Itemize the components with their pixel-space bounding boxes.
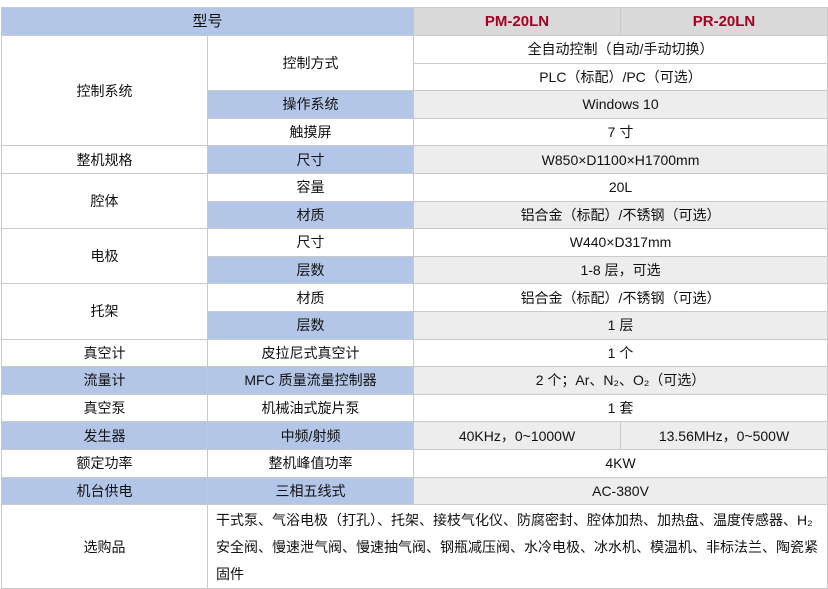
row-value: Windows 10 [413, 90, 828, 119]
row-value: 铝合金（标配）/不锈钢（可选） [413, 200, 828, 230]
row-value: 40KHz，0~1000W [413, 421, 622, 450]
row-item-label: 材质 [206, 200, 415, 230]
row-value: 全自动控制（自动/手动切换） [413, 35, 828, 64]
row-item-label: 容量 [206, 172, 415, 202]
row-value: PLC（标配）/PC（可选） [413, 62, 828, 92]
options-label: 选购品 [1, 504, 208, 589]
table-row: 控制系统 控制方式 全自动控制（自动/手动切换） [1, 34, 828, 147]
row-value: 1 个 [413, 338, 828, 368]
row-value: 4KW [413, 448, 828, 478]
table-row: 发生器 中频/射频 40KHz，0~1000W 13.56MHz，0~500W [1, 421, 828, 450]
table-row: 材质 铝合金（标配）/不锈钢（可选） [2, 200, 828, 230]
row-value: 1 套 [413, 393, 828, 423]
spec-table: 型号 PM-20LN PR-20LN 控制系统 控制方式 全自动控制（自动/手动切换… [0, 7, 828, 589]
table-row: 真空计 皮拉尼式真空计 1 个 [1, 338, 828, 368]
table-row: 触摸屏 7 寸 [2, 117, 828, 147]
row-item-label: 机械油式旋片泵 [206, 393, 415, 423]
row-group-label: 真空泵 [1, 393, 208, 423]
table-row: 腔体 容量 20L [1, 172, 828, 230]
row-item-label: 层数 [206, 310, 415, 340]
table-row: PLC（标配）/PC（可选） [2, 62, 828, 92]
row-value: 1 层 [413, 310, 828, 340]
row-group-label: 控制系统 [1, 34, 208, 147]
table-row: 整机规格 尺寸 W850×D1100×H1700mm [1, 145, 828, 174]
header-row: 型号 PM-20LN PR-20LN [0, 7, 828, 36]
row-item-label: 尺寸 [206, 145, 415, 174]
table-row: 层数 1-8 层，可选 [2, 255, 828, 285]
model-pr-20ln: PR-20LN [620, 7, 828, 36]
model-pm-20ln: PM-20LN [413, 7, 622, 36]
row-value: 13.56MHz，0~500W [620, 421, 828, 450]
row-item-label: 三相五线式 [206, 476, 415, 506]
row-value: AC-380V [413, 476, 828, 506]
table-row: 真空泵 机械油式旋片泵 1 套 [1, 393, 828, 423]
row-group-label: 真空计 [1, 338, 208, 368]
row-item-label: 控制方式 [206, 34, 415, 92]
row-group-label: 发生器 [1, 421, 208, 450]
row-group-label: 机台供电 [1, 476, 208, 506]
row-item-label: 尺寸 [206, 228, 415, 257]
row-group-label: 流量计 [1, 366, 208, 395]
row-value: 20L [413, 172, 828, 202]
table-row: 操作系统 Windows 10 [2, 90, 828, 119]
options-row: 选购品 干式泵、气浴电极（打孔）、托架、接枝气化仪、防腐密封、腔体加热、加热盘、温… [1, 504, 828, 589]
table-row: 电极 尺寸 W440×D317mm [1, 228, 828, 285]
row-item-label: 操作系统 [206, 90, 415, 119]
row-value: W440×D317mm [413, 228, 828, 257]
row-value: 2 个；Ar、N₂、O₂（可选） [413, 366, 828, 395]
row-item-label: 触摸屏 [206, 117, 415, 147]
row-value: W850×D1100×H1700mm [413, 145, 828, 174]
row-item-label: 层数 [206, 255, 415, 285]
row-item-label: MFC 质量流量控制器 [206, 366, 415, 395]
table-row: 层数 1 层 [2, 310, 828, 340]
row-item-label: 整机峰值功率 [206, 448, 415, 478]
row-value: 1-8 层，可选 [413, 255, 828, 285]
row-item-label: 皮拉尼式真空计 [206, 338, 415, 368]
row-group-label: 电极 [1, 228, 208, 285]
table-row: 额定功率 整机峰值功率 4KW [1, 448, 828, 478]
table-row: 流量计 MFC 质量流量控制器 2 个；Ar、N₂、O₂（可选） [1, 366, 828, 395]
row-value: 铝合金（标配）/不锈钢（可选） [413, 283, 828, 312]
row-group-label: 腔体 [1, 172, 208, 230]
model-header-label: 型号 [0, 7, 415, 36]
options-text: 干式泵、气浴电极（打孔）、托架、接枝气化仪、防腐密封、腔体加热、加热盘、温度传感… [206, 504, 828, 589]
row-group-label: 整机规格 [1, 145, 208, 174]
table-row: 机台供电 三相五线式 AC-380V [1, 476, 828, 506]
row-item-label: 材质 [206, 283, 415, 312]
row-value: 7 寸 [413, 117, 828, 147]
row-group-label: 托架 [1, 283, 208, 340]
table-row: 托架 材质 铝合金（标配）/不锈钢（可选） [1, 283, 828, 340]
row-group-label: 额定功率 [1, 448, 208, 478]
row-item-label: 中频/射频 [206, 421, 415, 450]
